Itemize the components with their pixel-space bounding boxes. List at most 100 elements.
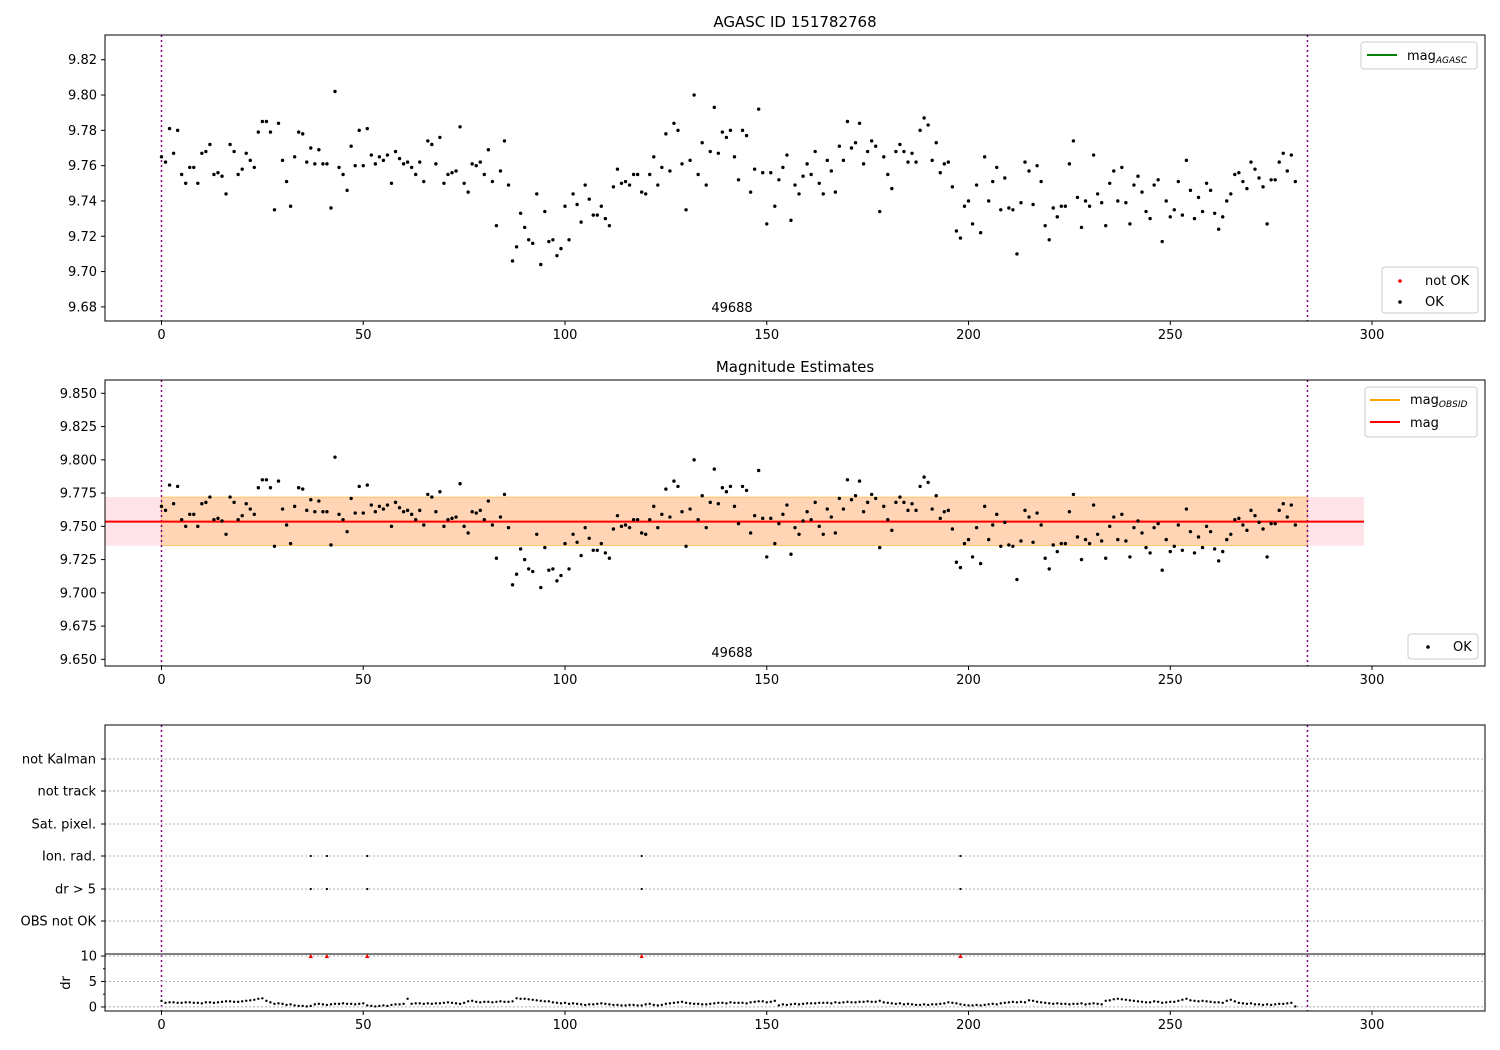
estimates-point-44 [337,512,341,517]
estimates-point-20 [240,513,244,518]
agasc-point-124 [660,165,664,170]
dr-point-182 [894,1002,898,1006]
agasc-point-254 [1184,158,1189,163]
estimates-point-90 [522,557,527,562]
estimates-point-80 [482,517,486,522]
agasc-point-136 [708,149,712,154]
agasc-point-269 [1245,186,1249,191]
estimates-point-148 [756,468,761,473]
dr-point-31 [285,1003,288,1007]
estimates-point-258 [1200,545,1205,550]
agasc-point-131 [688,158,692,163]
agasc-point-70 [442,181,446,185]
agasc-point-261 [1212,211,1217,216]
dr-point-273 [1261,1003,1265,1007]
estimates-point-202 [974,525,979,530]
agasc-point-163 [817,181,821,185]
estimates-point-25 [260,478,265,482]
dr-point-234 [1104,999,1107,1003]
agasc-point-134 [700,140,704,145]
agasc-point-148 [756,107,761,111]
dr-point-47 [349,1002,353,1006]
dr-point-110 [604,1002,607,1006]
dr-point-122 [652,1003,655,1007]
dr-point-83 [495,1000,498,1004]
estimates-point-137 [712,467,716,471]
dr-point-274 [1265,1003,1269,1006]
estimates-point-198 [958,565,963,570]
estimates-point-legend[interactable]: OK [1407,633,1479,660]
dr-point-94 [539,999,542,1003]
agasc-point-42 [329,206,333,210]
dr-point-202 [975,1003,978,1007]
agasc-point-235 [1108,181,1112,185]
dr-point-53 [374,1005,377,1008]
dr-point-86 [507,1000,510,1004]
dr-point-148 [757,1000,760,1003]
agasc-point-150 [765,222,769,226]
dr-point-10 [200,1002,204,1005]
dr-point-213 [1019,1000,1023,1004]
dr-outlier-2 [365,954,370,959]
agasc-point-99 [559,246,563,251]
agasc-point-239 [1124,201,1128,205]
estimates-point-63 [414,517,418,522]
dr-point-79 [479,1001,482,1004]
dr-point-59 [398,1003,401,1006]
estimates-point-125 [664,487,668,491]
dr-point-108 [596,1002,599,1006]
estimates-point-88 [514,572,519,576]
agasc-point-78 [474,163,478,168]
dr-point-35 [301,1004,304,1008]
estimates-xtick-label-4: 200 [956,673,981,688]
dr-point-203 [979,1004,982,1007]
agasc-point-8 [192,165,196,170]
agasc-obsid-label: 49688 [711,301,752,316]
agasc-point-256 [1192,216,1197,221]
dr-point-222 [1056,1002,1059,1005]
agasc-point-77 [470,162,474,166]
dr-point-123 [656,1004,660,1007]
estimates-point-253 [1180,548,1185,552]
agasc-point-191 [930,158,934,163]
estimates-point-263 [1221,549,1225,554]
estimates-point-81 [486,499,491,503]
agasc-point-30 [280,158,285,163]
agasc-point-86 [506,183,511,187]
agasc-point-202 [974,183,979,187]
dr-outlier-0 [308,954,313,959]
estimates-point-164 [821,532,825,537]
dr-point-151 [769,1000,772,1004]
agasc-point-33 [292,155,297,159]
agasc-point-14 [216,171,220,175]
dr-point-132 [692,1002,696,1006]
estimates-point-45 [341,517,345,522]
agasc-point-233 [1099,201,1104,205]
agasc-line-legend[interactable]: magAGASC [1360,41,1478,70]
dr-point-161 [809,1002,813,1005]
estimates-point-49 [357,484,361,489]
flag-point-3-0 [309,854,312,858]
estimates-line-legend[interactable]: magOBSID mag [1364,386,1478,438]
dr-point-64 [418,1002,421,1005]
agasc-point-88 [514,245,519,249]
estimates-point-225 [1067,509,1072,514]
dr-tick-label-2: 10 [80,950,97,965]
agasc-point-legend[interactable]: not OK OK [1381,266,1479,314]
legend-not-ok-marker [1398,279,1402,283]
estimates-point-21 [244,502,248,506]
agasc-point-154 [781,165,785,170]
dr-point-267 [1237,1001,1241,1005]
estimates-point-77 [470,509,474,514]
dr-point-169 [842,1001,845,1004]
dr-point-80 [483,1000,486,1004]
estimates-point-70 [442,524,446,529]
dr-point-269 [1245,1002,1249,1006]
estimates-point-209 [1003,520,1007,525]
agasc-point-121 [648,172,652,177]
estimates-point-143 [736,521,741,526]
estimates-point-58 [393,500,398,505]
agasc-point-151 [769,171,773,175]
dr-point-60 [402,1002,405,1006]
dr-point-200 [967,1004,970,1007]
